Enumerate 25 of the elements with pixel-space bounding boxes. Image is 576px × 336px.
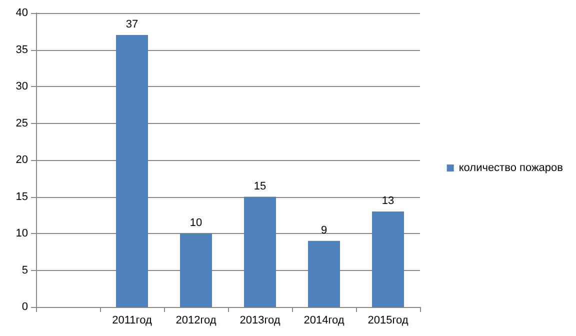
y-tick-label: 25 (16, 117, 28, 130)
x-tick-label: 2015год (368, 314, 409, 326)
y-tick-label: 15 (16, 190, 28, 203)
data-label: 37 (126, 18, 138, 31)
bar (244, 196, 276, 307)
data-label: 9 (320, 224, 328, 236)
legend-label: количество пожаров (458, 162, 564, 174)
y-tick-label: 35 (16, 44, 28, 56)
x-tick-label: 2012год (176, 314, 217, 326)
x-tick-label: 2011год (112, 314, 152, 326)
bar (372, 211, 404, 307)
x-tick-label: 2014год (304, 314, 345, 326)
y-tick-label: 20 (16, 154, 28, 166)
y-tick-label: 30 (16, 80, 28, 92)
y-tick-label: 5 (22, 264, 28, 276)
bar (116, 35, 148, 307)
bar (180, 234, 212, 307)
x-tick-label: 2013год (240, 314, 281, 326)
bar (308, 240, 340, 307)
y-tick-label: 10 (16, 228, 28, 240)
data-label: 13 (382, 194, 394, 207)
y-tick-label: 40 (16, 7, 28, 19)
y-tick-label: 0 (22, 301, 28, 313)
data-label: 10 (190, 217, 202, 229)
data-label: 15 (254, 180, 266, 192)
